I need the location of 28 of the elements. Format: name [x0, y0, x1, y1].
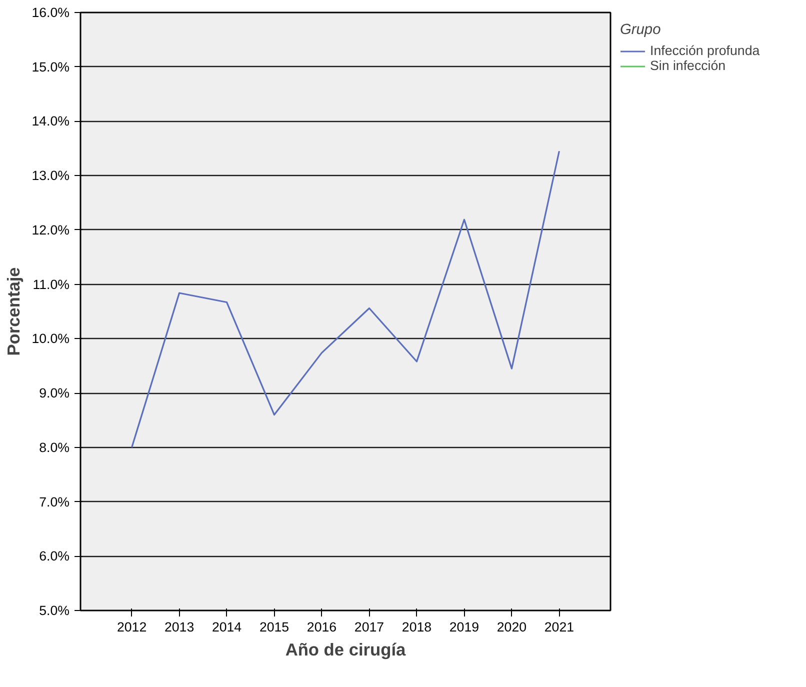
- x-axis-title: Año de cirugía: [285, 640, 406, 660]
- y-tick-label: 5.0%: [39, 603, 70, 618]
- line-series: [130, 150, 560, 448]
- x-tick-label: 2019: [449, 620, 480, 634]
- x-tick-label: 2012: [116, 620, 147, 634]
- y-tick-label: 16.0%: [32, 5, 70, 20]
- x-tick-label: 2015: [259, 620, 290, 634]
- y-tick-label: 8.0%: [39, 440, 70, 455]
- y-tick-label: 14.0%: [32, 114, 70, 129]
- x-tick-label: 2017: [354, 620, 384, 634]
- legend-label: Infección profunda: [650, 43, 760, 58]
- y-tick-label: 13.0%: [32, 168, 70, 184]
- y-tick-label: 12.0%: [32, 222, 70, 238]
- x-tick-label: 2021: [544, 620, 574, 634]
- legend-title: Grupo: [620, 22, 662, 38]
- y-axis-title: Porcentaje: [4, 266, 24, 356]
- x-tick-label: 2013: [164, 620, 194, 634]
- y-tick-label: 6.0%: [39, 548, 70, 564]
- x-tick-label: 2014: [212, 620, 242, 634]
- x-tick-label: 2018: [402, 620, 432, 634]
- y-tick-label: 10.0%: [32, 331, 70, 346]
- y-tick-label: 11.0%: [32, 276, 70, 292]
- x-tick-label: 2020: [496, 620, 527, 634]
- y-tick-label: 15.0%: [32, 59, 70, 74]
- y-tick-label: 7.0%: [39, 494, 70, 510]
- x-tick-label: 2016: [306, 620, 337, 634]
- y-tick-label: 9.0%: [39, 386, 70, 401]
- legend-label: Sin infección: [650, 58, 726, 73]
